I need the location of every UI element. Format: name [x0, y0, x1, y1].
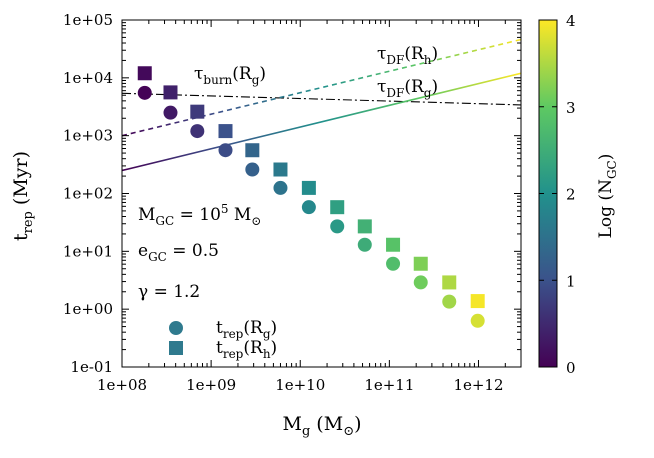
tau-burn-label: τburn(Rg)	[194, 64, 266, 87]
curves-layer	[122, 38, 521, 172]
point-rh	[190, 104, 205, 119]
point-rg	[413, 275, 428, 290]
point-rh	[301, 180, 316, 195]
colorbar-tick-label: 4	[566, 12, 576, 30]
mgc-annotation: MGC = 105 M⊙	[138, 202, 261, 228]
point-rg	[301, 200, 316, 215]
colorbar-tick-label: 2	[566, 186, 576, 204]
point-rh	[413, 256, 428, 271]
point-rh	[330, 200, 345, 215]
legend: trep(Rg) trep(Rh)	[169, 318, 277, 361]
legend-label-rg: trep(Rg)	[216, 318, 277, 341]
tau-df-rg-label: τDF(Rg)	[377, 77, 438, 100]
plot-frame	[121, 19, 522, 368]
colorbar-label: Log (NGC)	[596, 154, 619, 239]
y-tick-label: 1e+02	[63, 185, 113, 203]
point-rg	[137, 85, 152, 100]
legend-marker-square	[169, 341, 183, 355]
point-rg	[273, 180, 288, 195]
point-rh	[273, 162, 288, 177]
ticks-layer: 1e+08 1e+09 1e+10 1e+11 1e+12 1e-01 1e+00 1e+01…	[63, 11, 521, 394]
point-rh	[245, 143, 260, 158]
x-tick-label: 1e+11	[364, 376, 414, 394]
point-rg	[442, 294, 457, 309]
point-rh	[442, 275, 457, 290]
y-tick-label: 1e+00	[63, 300, 113, 318]
x-tick-label: 1e+12	[453, 376, 503, 394]
y-tick-label: 1e-01	[70, 358, 113, 376]
legend-marker-circle	[169, 321, 183, 335]
y-tick-label: 1e+01	[63, 242, 113, 260]
point-rg	[190, 124, 205, 139]
colorbar-ticks: 0 1 2 3 4	[539, 12, 576, 377]
point-rh	[137, 66, 152, 81]
point-rg	[386, 256, 401, 271]
y-tick-label: 1e+05	[63, 11, 113, 29]
tau-burn-line	[122, 92, 521, 106]
tau-df-rg-line	[122, 72, 521, 172]
point-rg	[245, 162, 260, 177]
colorbar-tick-label: 0	[566, 359, 576, 377]
colorbar-tick-label: 1	[566, 272, 576, 290]
y-tick-label: 1e+03	[63, 127, 113, 145]
points-layer	[137, 66, 485, 328]
x-tick-label: 1e+08	[97, 376, 147, 394]
egc-annotation: eGC = 0.5	[138, 241, 219, 264]
legend-label-rh: trep(Rh)	[216, 338, 277, 361]
x-tick-label: 1e+10	[275, 376, 325, 394]
x-tick-label: 1e+09	[186, 376, 236, 394]
point-rg	[330, 219, 345, 234]
x-axis-label: Mg (M⊙)	[282, 413, 361, 439]
colorbar-tick-label: 3	[566, 99, 576, 117]
point-rg	[163, 105, 178, 120]
point-rh	[386, 237, 401, 252]
point-rg	[357, 237, 372, 252]
y-axis-label: trep (Myr)	[10, 151, 36, 241]
tau-df-rh-line	[122, 38, 521, 137]
point-rh	[163, 85, 178, 100]
point-rh	[470, 294, 485, 309]
point-rg	[218, 143, 233, 158]
point-rg	[470, 313, 485, 328]
point-rh	[218, 124, 233, 139]
y-tick-label: 1e+04	[63, 69, 113, 87]
gamma-annotation: γ = 1.2	[138, 282, 200, 302]
point-rh	[357, 219, 372, 234]
tau-df-rh-label: τDF(Rh)	[377, 44, 438, 67]
